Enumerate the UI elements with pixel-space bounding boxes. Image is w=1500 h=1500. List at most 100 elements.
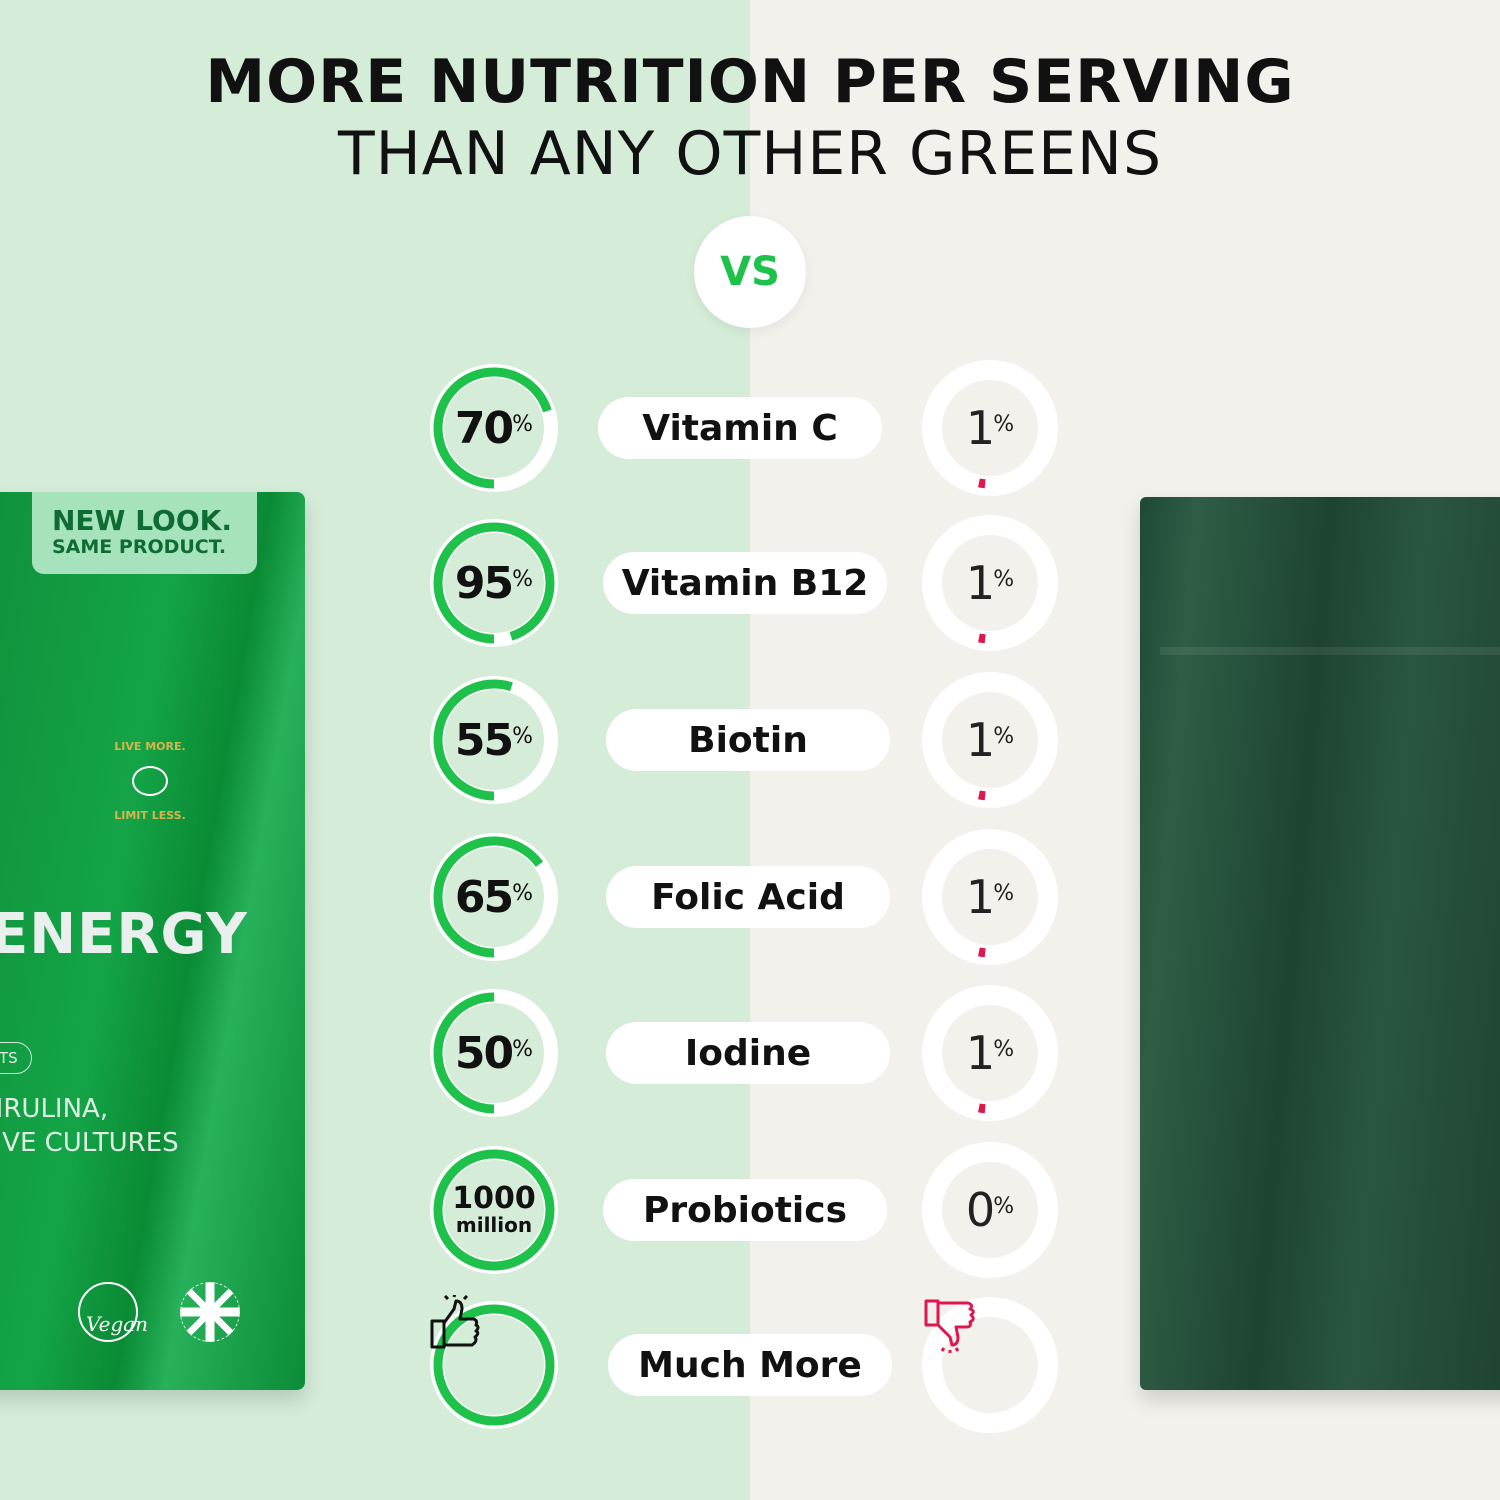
ring-inner [942, 1162, 1038, 1258]
theirs-ring-fill [929, 679, 1051, 801]
comparison-row: 55% Biotin 1% [0, 670, 1500, 810]
ours-value [424, 1295, 564, 1435]
ours-unit: million [455, 1213, 533, 1237]
comparison-row: 65% Folic Acid 1% [0, 827, 1500, 967]
ours-ring-fill [433, 1304, 555, 1426]
ours-ring: 55% [424, 670, 564, 810]
theirs-ring: 1% [920, 513, 1060, 653]
ring-inner [444, 1160, 544, 1260]
theirs-value: 1% [920, 358, 1060, 498]
thumbs-down-icon [924, 1299, 975, 1353]
nutrient-label: Biotin [606, 709, 890, 771]
ring-inner [444, 533, 544, 633]
ours-number: 50 [454, 1027, 514, 1079]
theirs-value: 1% [920, 983, 1060, 1123]
ring-inner [444, 847, 544, 947]
ours-ring-fill [433, 1149, 555, 1271]
theirs-ring-fill [929, 522, 1051, 644]
theirs-number: 0 [965, 1183, 995, 1237]
product-bag: NEW LOOK. SAME PRODUCT. LIVE MORE. LIMIT… [0, 492, 305, 1390]
theirs-value: 1% [920, 827, 1060, 967]
theirs-number: 1 [965, 870, 995, 924]
badge-line2: SAME PRODUCT. [52, 536, 227, 558]
ours-ring-fill [433, 522, 555, 644]
ring-inner [942, 380, 1038, 476]
ours-value: 1000 million [424, 1140, 564, 1280]
comparison-row: 95% Vitamin B12 1% [0, 513, 1500, 653]
comparison-row: Much More [0, 1295, 1500, 1435]
ingredients: PIRULINA, LIVE CULTURES [0, 1092, 190, 1160]
nutrient-label: Folic Acid [606, 866, 890, 928]
headline-line2: THAN ANY OTHER GREENS [337, 119, 1163, 189]
nutrient-label: Much More [608, 1334, 892, 1396]
theirs-unit: % [993, 880, 1015, 906]
vs-badge: VS [694, 216, 806, 328]
ring-inner [444, 1003, 544, 1103]
ingredients-line1: PIRULINA, [0, 1094, 109, 1124]
theirs-ring: 0% [920, 1140, 1060, 1280]
theirs-number: 1 [965, 713, 995, 767]
product-pill-label: TS [0, 1042, 32, 1074]
comparison-row: 70% Vitamin C 1% [0, 358, 1500, 498]
ours-ring: 70% [424, 358, 564, 498]
ours-ring [424, 1295, 564, 1435]
ours-number: 70 [454, 402, 514, 454]
headline: MORE NUTRITION PER SERVING THAN ANY OTHE… [0, 48, 1500, 192]
product-name: ENERGY [0, 902, 248, 967]
brand-mark-icon [132, 766, 168, 796]
ours-value: 55% [424, 670, 564, 810]
competitor-bag [1140, 497, 1500, 1390]
ring-inner [444, 1315, 544, 1415]
theirs-ring: 1% [920, 983, 1060, 1123]
ring-inner [942, 849, 1038, 945]
seal-bottom: LIMIT LESS. [114, 809, 186, 822]
ingredients-line2: LIVE CULTURES [0, 1128, 179, 1158]
made-in-uk-logo [180, 1282, 240, 1342]
ours-unit: % [512, 1036, 534, 1062]
theirs-value: 0% [920, 1140, 1060, 1280]
ours-ring: 50% [424, 983, 564, 1123]
theirs-number: 1 [965, 1026, 995, 1080]
theirs-ring [920, 1295, 1060, 1435]
ring-inner [444, 378, 544, 478]
theirs-value: 1% [920, 513, 1060, 653]
ring-inner [942, 692, 1038, 788]
ours-unit: % [512, 566, 534, 592]
nutrient-label: Vitamin C [598, 397, 882, 459]
headline-line1: MORE NUTRITION PER SERVING [205, 47, 1295, 117]
zip-line [1160, 647, 1500, 655]
ours-ring-fill [433, 836, 555, 958]
ours-number: 55 [454, 714, 514, 766]
ring-inner [444, 690, 544, 790]
ours-ring: 1000 million [424, 1140, 564, 1280]
theirs-number: 1 [965, 401, 995, 455]
nutrient-label: Vitamin B12 [603, 552, 887, 614]
nutrient-label: Probiotics [603, 1179, 887, 1241]
ring-inner [942, 535, 1038, 631]
ours-ring: 95% [424, 513, 564, 653]
theirs-ring-fill [929, 367, 1051, 489]
theirs-value: 1% [920, 670, 1060, 810]
new-look-badge: NEW LOOK. SAME PRODUCT. [32, 492, 257, 574]
ours-value: 65% [424, 827, 564, 967]
ours-value: 95% [424, 513, 564, 653]
ours-value: 50% [424, 983, 564, 1123]
ring-inner [942, 1005, 1038, 1101]
ours-number: 1000 [452, 1181, 536, 1216]
theirs-ring-fill [929, 992, 1051, 1114]
ours-unit: % [512, 880, 534, 906]
comparison-row: 50% Iodine 1% [0, 983, 1500, 1123]
ours-unit: % [512, 723, 534, 749]
theirs-unit: % [993, 566, 1015, 592]
nutrient-label: Iodine [606, 1022, 890, 1084]
ours-ring-fill [433, 367, 555, 489]
seal-top: LIVE MORE. [114, 740, 186, 753]
ours-ring-fill [433, 992, 555, 1114]
theirs-number: 1 [965, 556, 995, 610]
theirs-ring-fill [929, 836, 1051, 958]
ours-ring-fill [433, 679, 555, 801]
theirs-ring: 1% [920, 358, 1060, 498]
thumbs-up-icon [430, 1295, 480, 1349]
brand-seal-logo: LIVE MORE. LIMIT LESS. [100, 732, 200, 832]
ours-number: 65 [454, 871, 514, 923]
